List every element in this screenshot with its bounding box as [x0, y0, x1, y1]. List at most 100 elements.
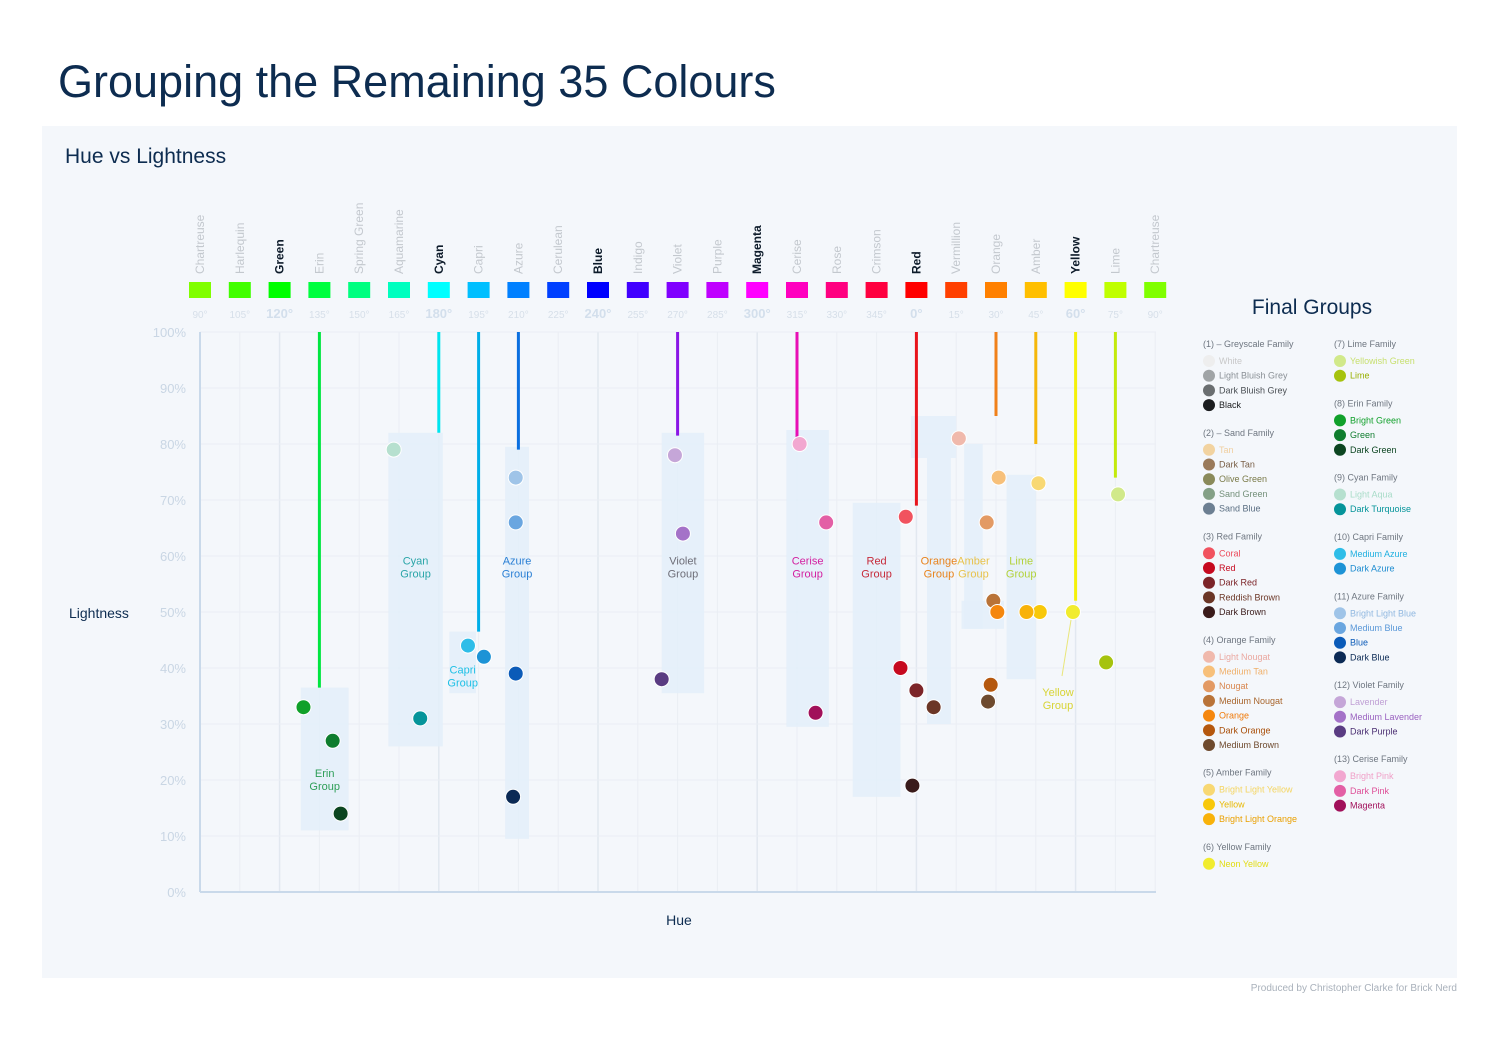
- hue-name-label: Spring Green: [352, 203, 366, 274]
- hue-swatch: [1144, 282, 1167, 298]
- data-point: [475, 648, 492, 665]
- data-point: [950, 430, 967, 447]
- legend-item-label: Medium Brown: [1219, 740, 1279, 750]
- hue-degree-label: 315°: [787, 310, 808, 321]
- hue-degree-label: 210°: [508, 310, 529, 321]
- legend-swatch: [1203, 473, 1215, 486]
- hue-swatch: [587, 282, 609, 298]
- data-point: [1030, 475, 1047, 492]
- data-point: [332, 805, 349, 822]
- hue-name-label: Yellow: [1069, 236, 1083, 274]
- legend-swatch: [1203, 665, 1215, 678]
- data-point: [1064, 604, 1081, 620]
- legend-swatch: [1203, 606, 1215, 619]
- hue-name-label: Cyan: [432, 245, 446, 274]
- legend-swatch: [1334, 443, 1346, 456]
- group-label: Amber: [957, 555, 990, 567]
- legend-item-label: Medium Lavender: [1350, 712, 1422, 722]
- legend-swatch: [1334, 355, 1346, 367]
- hue-swatch: [1104, 282, 1127, 298]
- group-label: Capri: [450, 665, 476, 677]
- data-point: [990, 469, 1007, 486]
- hue-degree-label: 45°: [1028, 310, 1043, 321]
- hue-name-label: Azure: [511, 242, 525, 274]
- hue-name-label: Magenta: [750, 225, 764, 274]
- legend-item-label: Bright Light Orange: [1219, 814, 1297, 824]
- group-label: Cyan: [403, 555, 429, 567]
- y-tick-label: 20%: [160, 773, 186, 788]
- hue-degree-label: 285°: [707, 310, 728, 321]
- legend-item-label: Magenta: [1350, 801, 1385, 811]
- legend-swatch: [1334, 784, 1346, 797]
- hue-swatch: [388, 282, 410, 298]
- group-label: Yellow: [1042, 687, 1073, 699]
- data-point: [982, 676, 999, 693]
- data-point: [507, 514, 524, 531]
- page-title: Grouping the Remaining 35 Colours: [58, 56, 776, 107]
- legend-item-label: Green: [1350, 430, 1375, 440]
- legend-item-label: Light Nougat: [1219, 652, 1271, 662]
- data-point: [1110, 486, 1127, 503]
- hue-degree-label: 120°: [266, 306, 293, 321]
- legend-item-label: Lavender: [1350, 697, 1388, 707]
- legend-swatch: [1203, 443, 1215, 456]
- y-tick-label: 90%: [160, 381, 186, 396]
- y-tick-label: 70%: [160, 493, 186, 508]
- data-point: [791, 436, 808, 452]
- hue-swatch: [945, 282, 968, 298]
- group-label: Cerise: [792, 555, 824, 567]
- hue-swatch: [786, 282, 808, 298]
- group-box: [852, 502, 901, 797]
- hue-swatch: [507, 282, 530, 298]
- hue-swatch: [626, 282, 649, 298]
- hue-swatch: [228, 282, 251, 298]
- legend-item-label: Bright Green: [1350, 415, 1401, 425]
- hue-degree-label: 150°: [349, 310, 370, 321]
- legend-item-label: Medium Nougat: [1219, 696, 1283, 706]
- chart-title: Hue vs Lightness: [65, 145, 227, 168]
- legend-title: Final Groups: [1252, 296, 1372, 319]
- legend-swatch: [1203, 694, 1215, 707]
- legend-swatch: [1334, 636, 1346, 649]
- group-label: Erin: [315, 768, 335, 780]
- y-tick-label: 100%: [153, 325, 187, 340]
- hue-name-label: Chartreuse: [1148, 214, 1162, 274]
- data-point: [674, 525, 691, 542]
- group-label: Red: [867, 555, 887, 567]
- hue-name-label: Cerulean: [551, 225, 565, 274]
- data-point: [908, 682, 925, 699]
- credit-text: Produced by Christopher Clarke for Brick…: [1250, 983, 1457, 994]
- group-label: Group: [447, 678, 478, 690]
- legend-swatch: [1334, 696, 1346, 709]
- hue-swatch: [268, 282, 291, 298]
- hue-swatch: [348, 282, 371, 298]
- legend-swatch: [1334, 488, 1346, 501]
- hue-degree-label: 15°: [949, 310, 964, 321]
- legend-item-label: Dark Brown: [1219, 607, 1266, 617]
- hue-swatch: [905, 282, 928, 298]
- legend-item-label: Medium Tan: [1219, 667, 1268, 677]
- hue-swatch: [666, 282, 689, 298]
- data-point: [653, 671, 670, 688]
- legend-swatch: [1203, 502, 1215, 515]
- data-point: [507, 469, 524, 486]
- legend-swatch: [1203, 724, 1215, 737]
- data-point: [1018, 604, 1035, 620]
- group-box: [505, 446, 530, 839]
- hue-name-label: Lime: [1108, 248, 1122, 274]
- y-tick-label: 50%: [160, 605, 186, 620]
- legend-swatch: [1334, 607, 1346, 620]
- hue-name-label: Crimson: [870, 229, 884, 274]
- legend-family-title: (12) Violet Family: [1334, 680, 1404, 690]
- legend-swatch: [1203, 576, 1215, 589]
- legend-item-label: Reddish Brown: [1219, 592, 1280, 602]
- hue-degree-label: 105°: [229, 310, 250, 321]
- group-label: Group: [792, 568, 823, 580]
- legend-item-label: Orange: [1219, 711, 1249, 721]
- data-point: [1031, 604, 1048, 620]
- legend-family-title: (9) Cyan Family: [1334, 473, 1398, 483]
- legend-item-label: Sand Blue: [1219, 504, 1261, 514]
- legend-item-label: Dark Turquoise: [1350, 504, 1411, 514]
- legend-item-label: Dark Blue: [1350, 652, 1390, 662]
- legend-swatch: [1334, 710, 1346, 723]
